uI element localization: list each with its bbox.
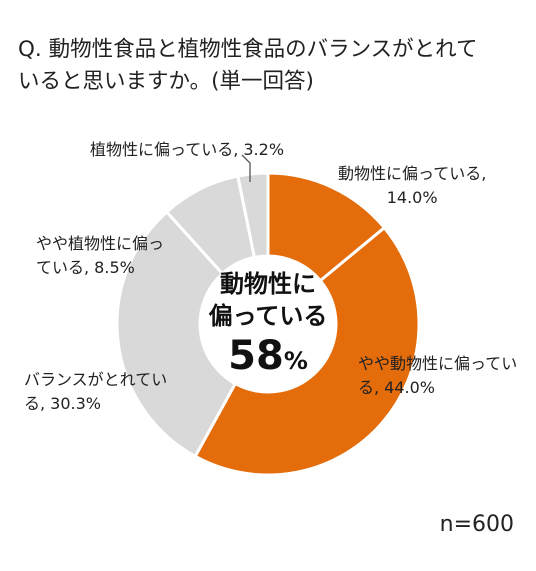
center-text-line-1: 動物性に	[220, 270, 316, 298]
slice-label-balanced: バランスがとれてい る, 30.3%	[24, 368, 167, 416]
slice-label-animal: 動物性に偏っている, 14.0%	[338, 162, 486, 210]
slice-label-animal-line-1: 動物性に偏っている,	[338, 164, 487, 183]
donut-slices	[115, 171, 421, 477]
slice-label-somewhat-animal-line-2: る, 44.0%	[358, 378, 436, 397]
slice-plant	[236, 171, 270, 260]
center-label: 動物性に 偏っている 58%	[206, 268, 330, 383]
slice-label-somewhat-animal: やや動物性に偏ってい る, 44.0%	[358, 352, 517, 400]
slice-label-somewhat-plant-line-2: ている, 8.5%	[36, 258, 135, 277]
slice-label-plant: 植物性に偏っている, 3.2%	[90, 138, 284, 162]
leader-line-plant	[241, 154, 251, 182]
chart-title-line-2: いると思いますか。(単一回答)	[18, 69, 314, 94]
slice-label-balanced-line-2: る, 30.3%	[24, 394, 102, 413]
slice-somewhat-animal	[193, 225, 421, 477]
chart-title-line-1: Q. 動物性食品と植物性食品のバランスがとれて	[18, 37, 478, 62]
slice-label-balanced-line-1: バランスがとれてい	[24, 370, 168, 389]
center-value: 58%	[206, 334, 330, 383]
slice-label-somewhat-plant: やや植物性に偏っ ている, 8.5%	[36, 232, 164, 280]
slice-balanced	[115, 209, 238, 459]
slice-label-plant-line-1: 植物性に偏っている, 3.2%	[90, 140, 285, 159]
sample-size: n=600	[439, 512, 514, 537]
slice-label-somewhat-animal-line-1: やや動物性に偏ってい	[358, 354, 518, 373]
center-value-number: 58	[228, 333, 284, 379]
chart-title: Q. 動物性食品と植物性食品のバランスがとれて いると思いますか。(単一回答)	[18, 34, 528, 98]
slice-label-animal-line-2: 14.0%	[386, 188, 438, 207]
center-text-line-2: 偏っている	[208, 302, 328, 330]
slice-label-somewhat-plant-line-1: やや植物性に偏っ	[36, 234, 165, 253]
center-value-unit: %	[283, 347, 308, 375]
